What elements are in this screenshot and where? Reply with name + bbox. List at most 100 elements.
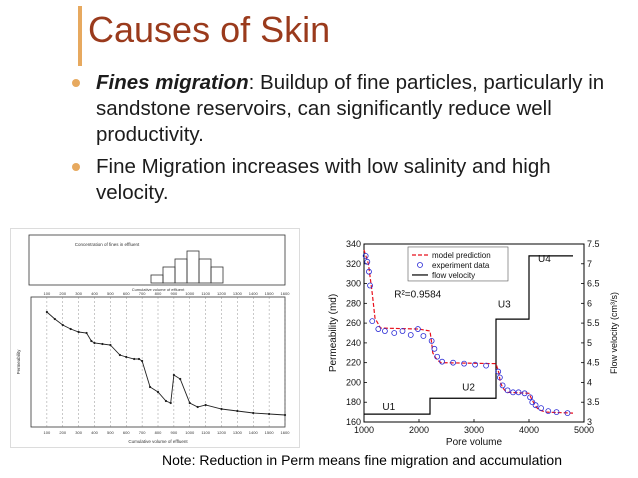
scan-top-tick-label: 500 [107,291,114,296]
y-tick-label: 200 [346,377,361,387]
slide-title: Causes of Skin [88,9,331,50]
y-axis-label: Permeability (md) [328,294,339,372]
experiment-data-point [399,328,406,334]
bullet-item: Fines migration: Buildup of fine particl… [72,70,628,148]
scan-top-axis-label: Cumulative volume of effluent [132,287,186,292]
bullet-dot-icon [72,79,80,87]
y2-tick-label: 6.5 [587,279,600,289]
permeability-chart: 1000 2000 3000 4000 5000 160 180 200 220 240 260 28… [322,236,628,448]
experiment-data-point [415,326,421,332]
scan-top-tick-label: 700 [139,291,146,296]
experiment-data-point [527,394,534,401]
y-tick-label: 180 [346,397,361,407]
scanned-chart-svg: Concentration of fines in effluent 100 100… [16,234,290,444]
y-tick-label: 280 [346,298,361,308]
x-tick-label: 3000 [464,425,484,435]
legend-entry: model prediction [432,251,491,260]
y2-tick-label: 5 [587,338,592,348]
footnote: Note: Reduction in Perm means fine migra… [162,452,562,468]
y-tick-label: 220 [346,358,361,368]
scan-x-axis-label: Cumulative volume of effluent [128,439,188,444]
scan-top-tick-label: 800 [155,291,162,296]
experiment-data-point [529,399,536,406]
scanned-permeability-chart: Concentration of fines in effluent 100 100… [10,228,300,448]
experiment-data-point [434,353,441,360]
legend-entry: experiment data [432,261,490,270]
experiment-data-point [496,374,503,381]
permeability-chart-svg: 1000 2000 3000 4000 5000 160 180 200 220 240 260 28… [328,239,619,448]
y2-tick-label: 3.5 [587,397,600,407]
y2-tick-label: 3 [587,417,592,427]
scan-top-tick-label: 200 [59,291,66,296]
y-tick-label: 340 [346,239,361,249]
scan-x-tick-label: 1200 [217,430,227,435]
y2-axis-label: Flow velocity (cm³/s) [609,292,619,374]
scan-top-tick-label: 1100 [201,291,210,296]
bullet-text: Fine Migration increases with low salini… [96,155,551,204]
experiment-data-point [564,410,571,417]
scan-x-tick-label: 200 [59,430,66,435]
scan-x-tick-label: 1400 [249,430,259,435]
histogram-frame [28,234,286,286]
scan-x-tick-label: 500 [107,430,114,435]
scan-top-tick-label: 100 [44,291,51,296]
scan-x-tick-label: 400 [91,430,98,435]
scan-top-tick-label: 600 [123,291,130,296]
scan-top-tick-label: 1000 [185,291,195,296]
experiment-data-point [362,252,369,259]
scan-top-tick-label: 900 [171,291,178,296]
y-tick-label: 240 [346,338,361,348]
histogram-bar [174,258,188,284]
experiment-data-point [515,389,522,396]
scan-x-tick-label: 100 [44,430,51,435]
scan-top-tick-label: 1300 [233,291,243,296]
scan-x-tick-label: 1300 [233,430,243,435]
y-tick-label: 320 [346,259,361,269]
histogram-bar [162,266,176,284]
y2-tick-label: 7 [587,259,592,269]
experiment-data-point [538,405,545,412]
experiment-data-point [510,389,516,396]
experiment-data-point [472,361,479,368]
histogram-bar [198,258,212,284]
title-accent-bar [78,6,82,66]
experiment-data-point [532,402,539,409]
y2-tick-label: 7.5 [587,239,600,249]
stage-label: U4 [538,254,551,265]
y2-tick-label: 4 [587,377,592,387]
experiment-data-point [461,360,468,367]
experiment-data-point [369,318,376,325]
flow-velocity-line [364,255,573,415]
experiment-data-point [375,326,382,332]
scan-x-tick-label: 700 [139,430,146,435]
bullet-dot-icon [72,163,80,171]
experiment-data-point [545,408,552,415]
experiment-data-point [431,345,438,352]
experiment-data-point [382,328,388,334]
scan-top-tick-label: 1400 [249,291,259,296]
scan-x-tick-label: 800 [155,430,162,435]
experiment-data-point [407,332,414,338]
scan-top-tick-label: 400 [91,291,98,296]
experiment-data-point [553,409,560,416]
scan-x-tick-label: 1100 [201,430,210,435]
scan-top-tick-label: 1200 [217,291,227,296]
experiment-data-point [521,390,528,397]
scan-x-tick-label: 600 [123,430,130,435]
scan-x-tick-label: 300 [75,430,82,435]
y2-tick-label: 4.5 [587,358,600,368]
experiment-data-point [450,359,457,366]
experiment-data-point [366,268,372,275]
y-tick-label: 160 [346,417,361,427]
experiment-data-point [439,358,445,365]
histogram-title: Concentration of fines in effluent [75,242,140,247]
bullet-item: Fine Migration increases with low salini… [72,154,628,206]
bullet-text: : Buildup of fine particles, particularl… [96,71,605,146]
x-axis-label: Pore volume [446,437,503,448]
legend-entry: flow velocity [432,271,475,280]
scan-x-tick-label: 1500 [265,430,275,435]
bullet-term: Fines migration [96,71,249,94]
experiment-data-point [391,330,398,336]
experiment-data-point [499,382,506,389]
